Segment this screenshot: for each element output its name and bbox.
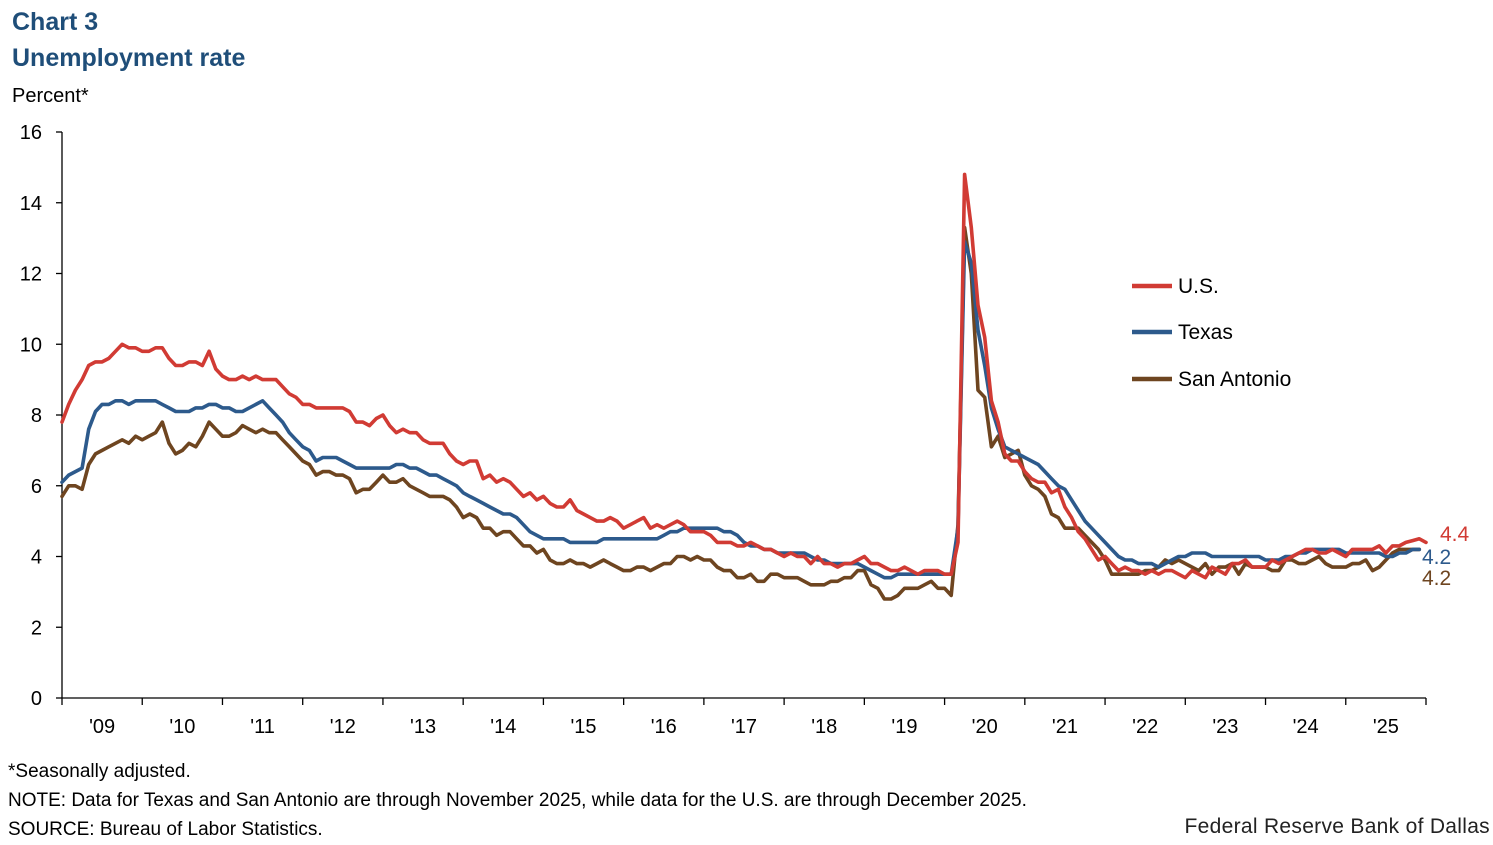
y-tick-label: 16 (20, 122, 42, 144)
footnote: *Seasonally adjusted. (8, 761, 191, 782)
y-tick-label: 14 (20, 193, 42, 215)
note: NOTE: Data for Texas and San Antonio are… (8, 790, 1027, 811)
chart-title-block: Chart 3 Unemployment rate (12, 4, 245, 76)
chart-legend: U.S. Texas San Antonio (1132, 275, 1291, 391)
x-tick-label: '15 (570, 716, 596, 738)
y-axis-unit-label: Percent* (12, 85, 89, 107)
chart-axes: 0 2 4 6 8 10 12 14 16 '09 '10 '11 '12 '13 '14 '15 '16 '17… (20, 122, 1427, 738)
chart-series-group (60, 172, 1428, 601)
legend-label-us: U.S. (1178, 275, 1219, 298)
x-tick-label: '16 (651, 716, 677, 738)
publisher-credit: Federal Reserve Bank of Dallas (1184, 815, 1490, 838)
chart-notes: *Seasonally adjusted. NOTE: Data for Tex… (8, 757, 1027, 844)
series-line-texas (60, 239, 1422, 580)
x-tick-label: '23 (1212, 716, 1238, 738)
y-tick-label: 6 (31, 476, 42, 498)
x-tick-label: '18 (811, 716, 837, 738)
x-tick-label: '25 (1373, 716, 1399, 738)
x-tick-label: '20 (972, 716, 998, 738)
series-line-us (60, 172, 1428, 580)
end-label-us: 4.4 (1440, 523, 1470, 546)
x-tick-label: '12 (330, 716, 356, 738)
x-tick-label: '13 (410, 716, 436, 738)
y-tick-label: 4 (31, 547, 42, 569)
chart-title: Unemployment rate (12, 44, 246, 72)
x-tick-label: '11 (250, 716, 275, 738)
end-label-san-antonio: 4.2 (1422, 567, 1451, 590)
legend-label-san-antonio: San Antonio (1178, 368, 1291, 391)
end-label-texas: 4.2 (1422, 546, 1451, 569)
x-tick-label: '22 (1132, 716, 1158, 738)
y-tick-label: 10 (20, 334, 42, 356)
series-line-san-antonio (60, 225, 1422, 601)
x-tick-label: '14 (490, 716, 516, 738)
y-tick-label: 8 (31, 405, 42, 427)
source: SOURCE: Bureau of Labor Statistics. (8, 819, 323, 840)
y-tick-label: 2 (31, 617, 42, 639)
x-tick-label: '19 (891, 716, 917, 738)
x-tick-label: '21 (1052, 716, 1078, 738)
x-tick-label: '17 (731, 716, 757, 738)
x-tick-label: '10 (169, 716, 195, 738)
x-tick-label: '09 (89, 716, 115, 738)
legend-label-texas: Texas (1178, 321, 1233, 344)
chart-end-labels: 4.44.24.2 (1422, 523, 1470, 590)
y-tick-label: 0 (31, 688, 42, 710)
y-tick-label: 12 (20, 264, 42, 286)
x-tick-label: '24 (1293, 716, 1319, 738)
chart-number: Chart 3 (12, 8, 99, 36)
